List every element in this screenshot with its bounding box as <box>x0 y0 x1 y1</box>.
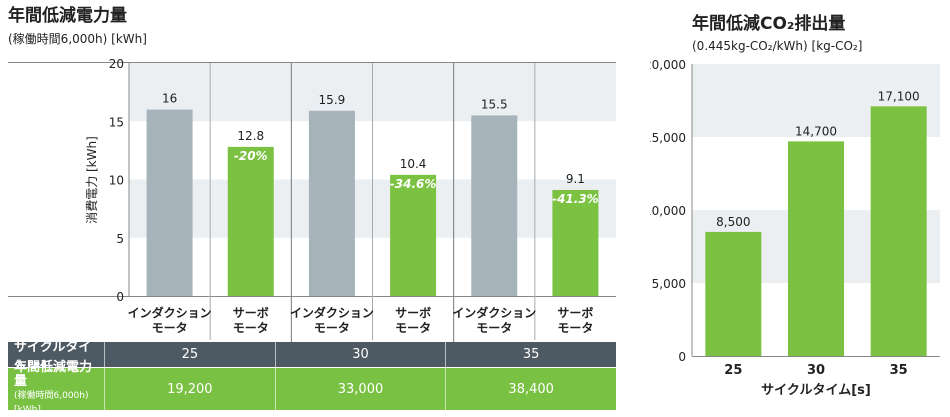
category-label: インダクション <box>290 305 374 320</box>
annual-reduction-cell: 38,400 <box>445 368 616 410</box>
category-label: インダクション <box>128 305 212 320</box>
data-label: 9.1 <box>566 172 585 186</box>
annual-reduction-cell: 33,000 <box>274 368 446 410</box>
x-tick-label: 35 <box>890 363 908 378</box>
data-label: 15.9 <box>319 93 346 107</box>
data-label: 16 <box>162 92 177 106</box>
y-tick-label: 0 <box>678 350 686 364</box>
category-label: サーボ <box>557 305 593 320</box>
y-tick-label: 5,000 <box>652 277 686 291</box>
data-label: 10.4 <box>400 157 427 171</box>
reduction-label: -20% <box>234 149 268 163</box>
category-label: モータ <box>314 321 350 335</box>
y-tick-label: 5 <box>116 232 124 246</box>
category-label: モータ <box>476 321 512 335</box>
annual-reduction-header: 年間低減電力量 (稼働時間6,000h) [kWh] <box>8 361 104 416</box>
cycle-time-cell: 25 <box>104 342 275 367</box>
data-label: 17,100 <box>878 89 920 103</box>
y-tick-label: 15 <box>109 115 124 129</box>
annual-reduction-row: 年間低減電力量 (稼働時間6,000h) [kWh] 19,200 33,000… <box>8 361 616 416</box>
data-label: 15.5 <box>481 97 508 111</box>
annual-reduction-header-label: 年間低減電力量 <box>14 360 93 389</box>
bar <box>552 189 599 296</box>
x-tick-label: 25 <box>724 363 742 378</box>
data-label: 14,700 <box>795 124 837 138</box>
bar <box>471 115 518 296</box>
category-label: インダクション <box>452 305 536 320</box>
reduction-label: -41.3% <box>552 192 599 206</box>
data-label: 12.8 <box>237 129 264 143</box>
category-label: モータ <box>557 321 593 335</box>
category-label: サーボ <box>233 305 269 320</box>
bar <box>705 231 762 356</box>
annual-reduction-header-sub: (稼働時間6,000h) [kWh] <box>14 391 89 415</box>
bar <box>870 106 927 356</box>
bar <box>308 110 355 296</box>
left-chart-subtitle: (稼働時間6,000h) [kWh] <box>8 32 147 46</box>
category-label: モータ <box>233 321 269 335</box>
co2-reduction-chart: 0 5,000 10,000 15,000 20,000 8,500 25 14,700 30 1… <box>650 58 940 398</box>
y-tick-label: 10,000 <box>650 204 686 218</box>
reduction-label: -34.6% <box>390 177 437 191</box>
bar <box>390 174 437 296</box>
cycle-time-cell: 35 <box>445 342 616 367</box>
category-label: サーボ <box>395 305 431 320</box>
y-tick-label: 20 <box>109 57 124 71</box>
category-label: モータ <box>152 321 188 335</box>
data-label: 8,500 <box>716 215 750 229</box>
category-label: モータ <box>395 321 431 335</box>
y-tick-label: 15,000 <box>650 131 686 145</box>
annual-reduction-cell: 19,200 <box>104 368 275 410</box>
left-chart-title: 年間低減電力量 <box>8 6 127 26</box>
x-axis-label: サイクルタイム[s] <box>761 383 871 398</box>
bar <box>227 146 274 296</box>
x-tick-label: 30 <box>807 363 825 378</box>
y-tick-label: 20,000 <box>650 58 686 72</box>
cycle-time-cell: 30 <box>274 342 446 367</box>
bar <box>788 141 844 356</box>
y-tick-label: 0 <box>116 290 124 304</box>
right-chart-subtitle: (0.445kg-CO₂/kWh) [kg-CO₂] <box>692 39 863 53</box>
bar <box>146 109 193 296</box>
y-axis-label: 消費電力 [kWh] <box>84 136 99 224</box>
y-tick-label: 10 <box>109 174 124 188</box>
right-chart-title: 年間低減CO₂排出量 <box>692 14 846 34</box>
